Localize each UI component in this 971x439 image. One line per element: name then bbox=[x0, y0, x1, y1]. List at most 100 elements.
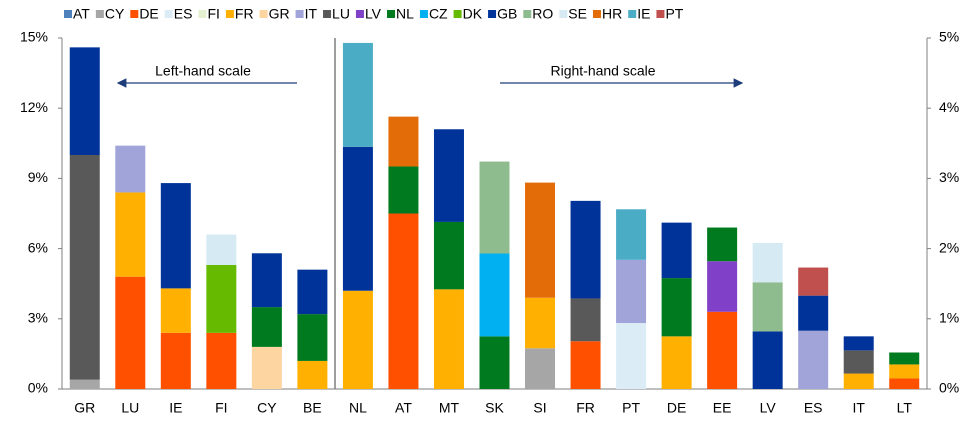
legend-swatch bbox=[64, 10, 72, 18]
legend-label: IT bbox=[305, 6, 318, 22]
bar-segment bbox=[752, 242, 783, 283]
legend-label: LU bbox=[332, 6, 350, 22]
bar-segment bbox=[798, 330, 829, 389]
bar-segment bbox=[479, 253, 510, 337]
x-tick-label: EE bbox=[713, 400, 732, 416]
legend-label: FI bbox=[207, 6, 219, 22]
annotation: Left-hand scale bbox=[155, 63, 251, 79]
bar-segment bbox=[843, 373, 874, 389]
bar-segment bbox=[661, 278, 692, 337]
bar-segment bbox=[707, 311, 738, 389]
bar-segment bbox=[752, 331, 783, 389]
bar-segment bbox=[570, 341, 601, 389]
x-tick-label: PT bbox=[622, 400, 640, 416]
bar-segment bbox=[160, 183, 191, 289]
bar-segment bbox=[160, 332, 191, 389]
bar-segment bbox=[889, 352, 920, 365]
x-tick-label: ES bbox=[804, 400, 823, 416]
x-tick-label: LU bbox=[121, 400, 139, 416]
bar-segment bbox=[388, 116, 419, 167]
legend-label: DE bbox=[139, 6, 158, 22]
legend-swatch bbox=[225, 10, 234, 18]
x-tick-label: MT bbox=[439, 400, 460, 416]
bar-segment bbox=[479, 336, 510, 389]
y-tick-label: 12% bbox=[20, 99, 48, 115]
x-tick-label: SI bbox=[533, 400, 546, 416]
bar-segment bbox=[616, 259, 647, 324]
bar-segment bbox=[251, 346, 282, 389]
legend-swatch bbox=[453, 10, 462, 18]
y-tick-label: 9% bbox=[28, 169, 48, 185]
bar-segment bbox=[206, 234, 237, 265]
bar-segment bbox=[342, 146, 373, 291]
x-tick-label: GR bbox=[74, 400, 95, 416]
legend-label: GR bbox=[269, 6, 290, 22]
bar-segment bbox=[206, 332, 237, 389]
bar-segment bbox=[616, 323, 647, 389]
bar-segment bbox=[115, 276, 146, 389]
legend-label: SE bbox=[568, 6, 587, 22]
x-tick-label: BE bbox=[303, 400, 322, 416]
bar-segment bbox=[798, 295, 829, 331]
legend-swatch bbox=[198, 10, 207, 18]
bar-segment bbox=[297, 314, 328, 361]
x-tick-label: DE bbox=[667, 400, 686, 416]
legend-swatch bbox=[592, 10, 601, 18]
x-tick-label: NL bbox=[349, 400, 367, 416]
x-tick-label: FI bbox=[215, 400, 227, 416]
x-tick-label: AT bbox=[395, 400, 412, 416]
legend-label: NL bbox=[396, 6, 414, 22]
bar-segment bbox=[661, 336, 692, 389]
bar-segment bbox=[115, 145, 146, 193]
legend-swatch bbox=[419, 10, 428, 18]
x-tick-label: LT bbox=[897, 400, 913, 416]
y2-tick-label: 5% bbox=[939, 29, 959, 45]
legend-swatch bbox=[130, 10, 139, 18]
bar-segment bbox=[342, 42, 373, 147]
y2-tick-label: 4% bbox=[939, 99, 959, 115]
x-tick-label: CY bbox=[257, 400, 277, 416]
legend-label: CY bbox=[105, 6, 125, 22]
bar-segment bbox=[388, 166, 419, 214]
legend-label: IE bbox=[637, 6, 650, 22]
bar-segment bbox=[251, 253, 282, 308]
x-tick-label: SK bbox=[485, 400, 504, 416]
bar-segment bbox=[479, 161, 510, 254]
legend-label: LV bbox=[365, 6, 382, 22]
bar-segment bbox=[69, 155, 100, 380]
bar-segment bbox=[160, 288, 191, 333]
y-tick-label: 3% bbox=[28, 310, 48, 326]
legend-swatch bbox=[259, 10, 268, 18]
bar-segment bbox=[115, 192, 146, 277]
bar-segment bbox=[889, 364, 920, 379]
legend-swatch bbox=[387, 10, 396, 18]
legend-swatch bbox=[355, 10, 364, 18]
bar-segment bbox=[570, 298, 601, 342]
legend-swatch bbox=[488, 10, 497, 18]
bar-segment bbox=[388, 213, 419, 389]
legend-swatch bbox=[656, 10, 665, 18]
y2-tick-label: 1% bbox=[939, 310, 959, 326]
legend-label: DK bbox=[463, 6, 483, 22]
bar-segment bbox=[843, 350, 874, 374]
bar-segment bbox=[525, 182, 556, 298]
bar-segment bbox=[433, 129, 464, 222]
bar-segment bbox=[433, 221, 464, 290]
x-tick-label: LV bbox=[760, 400, 777, 416]
y2-tick-label: 3% bbox=[939, 169, 959, 185]
bar-segment bbox=[69, 47, 100, 155]
x-tick-label: IT bbox=[852, 400, 865, 416]
bar-segment bbox=[525, 297, 556, 349]
legend-swatch bbox=[323, 10, 332, 18]
bar-segment bbox=[433, 289, 464, 389]
annotation: Right-hand scale bbox=[550, 63, 655, 79]
y-tick-label: 15% bbox=[20, 29, 48, 45]
bar-segment bbox=[297, 269, 328, 315]
legend-label: ES bbox=[174, 6, 193, 22]
y2-tick-label: 2% bbox=[939, 239, 959, 255]
y-tick-label: 0% bbox=[28, 380, 48, 396]
bar-segment bbox=[342, 290, 373, 389]
legend-label: CZ bbox=[429, 6, 448, 22]
bar-segment bbox=[570, 200, 601, 299]
